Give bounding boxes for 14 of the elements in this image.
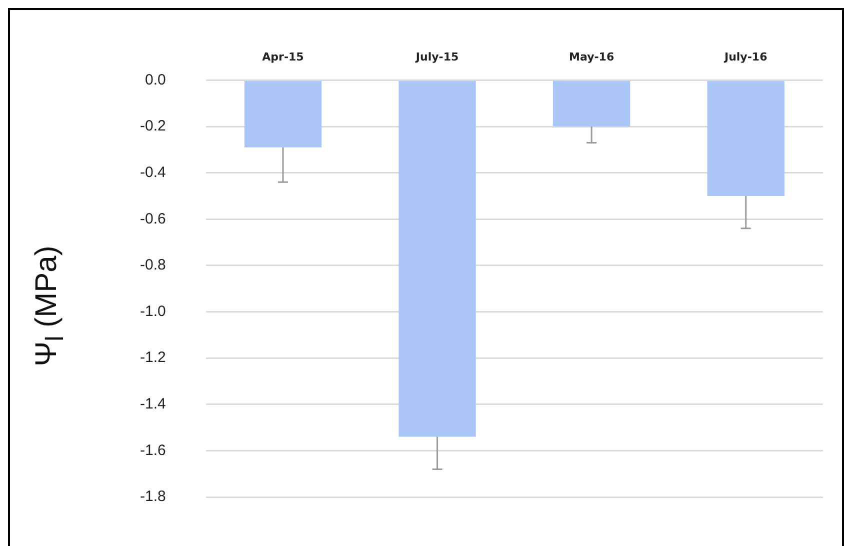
x-tick-label: May-16	[569, 50, 614, 64]
y-tick-label: 0.0	[144, 71, 166, 88]
y-tick-label: -1.8	[140, 488, 166, 506]
y-tick-label: -0.8	[140, 256, 166, 274]
y-tick-label: -0.6	[140, 210, 166, 228]
y-tick-label: -1.4	[140, 396, 166, 413]
x-tick-label: July-15	[414, 50, 459, 64]
x-tick-label: July-16	[723, 50, 768, 64]
y-tick-label: -1.0	[140, 302, 166, 320]
y-tick-label: -0.2	[140, 118, 166, 135]
y-tick-label: -1.6	[140, 442, 166, 459]
y-tick-label: -0.4	[140, 164, 166, 181]
x-tick-label: Apr-15	[262, 50, 304, 64]
y-tick-label: -1.2	[140, 349, 166, 366]
